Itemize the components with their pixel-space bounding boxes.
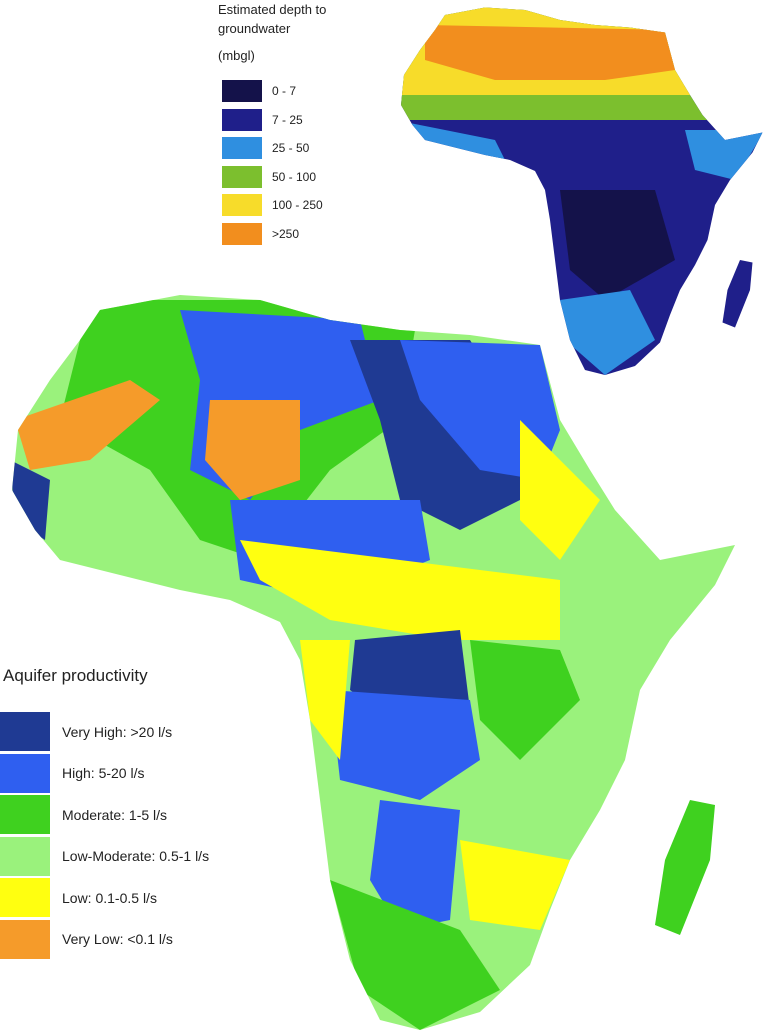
legend-label: Very Low: <0.1 l/s [62, 931, 173, 947]
productivity-legend-title: Aquifer productivity [3, 666, 148, 685]
legend-swatch [222, 137, 262, 159]
legend-row: Low-Moderate: 0.5-1 l/s [0, 836, 210, 876]
depth-legend-unit: (mbgl) [218, 48, 255, 63]
legend-row: >250 [222, 222, 300, 245]
legend-swatch [0, 919, 50, 959]
legend-swatch [0, 836, 50, 876]
legend-label: 50 - 100 [272, 169, 317, 184]
legend-row: 25 - 50 [222, 137, 309, 159]
legend-label: 7 - 25 [272, 112, 303, 127]
legend-row: Very Low: <0.1 l/s [0, 919, 173, 959]
legend-row: 7 - 25 [222, 108, 303, 131]
legend-label: >250 [272, 226, 300, 241]
legend-swatch [0, 795, 50, 834]
legend-label: Low-Moderate: 0.5-1 l/s [62, 848, 210, 864]
legend-swatch [222, 108, 262, 131]
legend-row: Low: 0.1-0.5 l/s [0, 878, 157, 917]
legend-swatch [0, 712, 50, 751]
legend-label: 25 - 50 [272, 141, 310, 155]
legend-label: Low: 0.1-0.5 l/s [62, 889, 157, 906]
legend-label: 0 - 7 [272, 84, 297, 98]
legend-row: Very High: >20 l/s [0, 712, 172, 751]
legend-swatch [222, 80, 262, 102]
depth-map [401, 7, 763, 375]
legend-swatch [0, 753, 50, 793]
legend-row: 50 - 100 [222, 165, 317, 188]
legend-row: 100 - 250 [222, 194, 323, 216]
legend-row: Moderate: 1-5 l/s [0, 795, 167, 834]
depth-legend-title: Estimated depth to groundwater [218, 2, 327, 36]
legend-swatch [222, 194, 262, 216]
productivity-map [12, 295, 735, 1030]
legend-label: 100 - 250 [272, 198, 323, 212]
legend-label: High: 5-20 l/s [62, 765, 145, 781]
legend-label: Very High: >20 l/s [62, 723, 173, 740]
legend-label: Moderate: 1-5 l/s [62, 806, 168, 823]
legend-row: High: 5-20 l/s [0, 753, 145, 793]
legend-swatch [222, 165, 262, 188]
legend-row: 0 - 7 [222, 80, 296, 102]
legend-swatch [222, 222, 262, 245]
legend-swatch [0, 878, 50, 917]
